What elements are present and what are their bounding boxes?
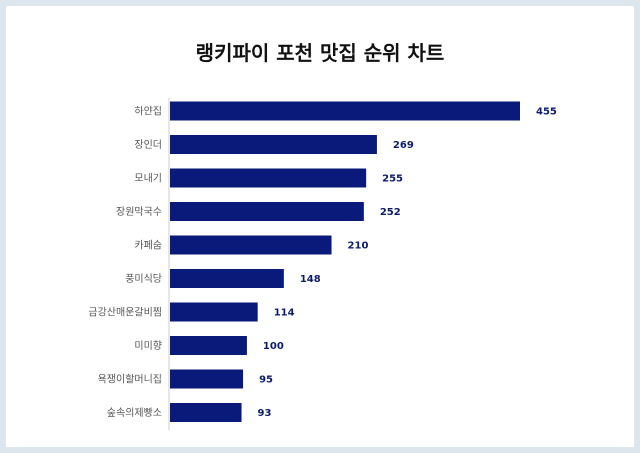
bar-3	[170, 202, 364, 221]
bar-8	[170, 369, 244, 389]
bar-1	[170, 135, 377, 154]
bars-group: 하얀집 455 장인더 269 모내기 255 장원막국수 252 카페숨 210 풍미식당 148 금…	[88, 101, 557, 422]
category-label-5: 풍미식당	[125, 273, 162, 285]
value-label-4: 210	[348, 241, 369, 252]
bar-chart: 하얀집 455 장인더 269 모내기 255 장원막국수 252 카페숨 210 풍미식당 148 금…	[88, 98, 557, 430]
category-label-8: 욕쟁이할머니집	[98, 374, 162, 386]
bar-9	[170, 403, 242, 422]
bar-5	[170, 269, 284, 288]
bar-0	[170, 101, 520, 121]
category-label-1: 장인더	[134, 139, 162, 151]
category-label-3: 장원막국수	[116, 206, 162, 218]
chart-title: 랭키파이 포천 맛집 순위 차트	[195, 41, 445, 65]
category-label-4: 카페숨	[134, 240, 162, 252]
value-label-7: 100	[263, 341, 284, 352]
category-label-2: 모내기	[134, 173, 162, 185]
bar-7	[170, 336, 247, 355]
category-label-6: 금강산매운갈비찜	[88, 306, 162, 319]
category-label-9: 숲속의제빵소	[107, 407, 162, 419]
chart-card: 랭키파이 포천 맛집 순위 차트 하얀집 455 장인더 269 모내기 255 장원막국수…	[6, 6, 634, 447]
value-label-3: 252	[380, 207, 401, 218]
category-label-7: 미미향	[134, 340, 162, 352]
category-label-0: 하얀집	[134, 105, 162, 118]
value-label-0: 455	[536, 107, 557, 118]
bar-6	[170, 302, 258, 322]
value-label-6: 114	[274, 308, 295, 319]
value-label-2: 255	[382, 174, 403, 185]
value-label-9: 93	[258, 408, 272, 419]
value-label-8: 95	[259, 375, 273, 386]
value-label-1: 269	[393, 140, 414, 151]
bar-2	[170, 168, 367, 188]
bar-4	[170, 235, 332, 255]
value-label-5: 148	[300, 274, 321, 285]
